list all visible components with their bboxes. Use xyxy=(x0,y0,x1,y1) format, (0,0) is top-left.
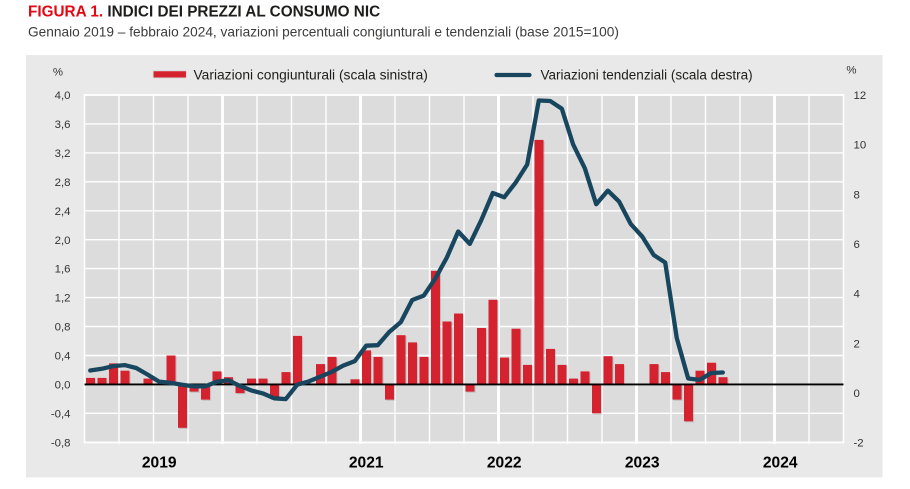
svg-text:2024: 2024 xyxy=(763,455,798,472)
svg-text:Variazioni tendenziali (scala: Variazioni tendenziali (scala destra) xyxy=(541,68,753,83)
svg-text:10: 10 xyxy=(854,140,867,152)
svg-text:3,2: 3,2 xyxy=(55,148,71,160)
svg-text:2023: 2023 xyxy=(625,455,660,472)
svg-text:1,2: 1,2 xyxy=(55,293,71,305)
svg-text:2,0: 2,0 xyxy=(55,235,71,247)
svg-text:4,0: 4,0 xyxy=(55,90,71,102)
svg-text:2019: 2019 xyxy=(142,455,177,472)
svg-text:0: 0 xyxy=(854,388,860,400)
svg-text:2021: 2021 xyxy=(349,455,384,472)
svg-text:0,0: 0,0 xyxy=(55,380,71,392)
svg-text:-2: -2 xyxy=(854,438,864,450)
svg-text:FIGURA 1. INDICI DEI PREZZI AL: FIGURA 1. INDICI DEI PREZZI AL CONSUMO N… xyxy=(28,4,380,21)
svg-text:-0,8: -0,8 xyxy=(51,437,71,449)
svg-text:Variazioni congiunturali (scal: Variazioni congiunturali (scala sinistra… xyxy=(194,68,428,83)
svg-text:0,8: 0,8 xyxy=(55,322,71,334)
svg-text:2,8: 2,8 xyxy=(55,177,71,189)
svg-text:%: % xyxy=(53,67,63,79)
svg-text:4: 4 xyxy=(854,289,860,301)
svg-text:Gennaio 2019 – febbraio 2024,: Gennaio 2019 – febbraio 2024, variazioni… xyxy=(28,25,619,40)
svg-text:2022: 2022 xyxy=(487,455,522,472)
svg-text:12: 12 xyxy=(854,90,867,102)
svg-text:8: 8 xyxy=(854,189,860,201)
svg-text:2,4: 2,4 xyxy=(55,206,71,218)
svg-text:0,4: 0,4 xyxy=(55,351,71,363)
svg-text:-0,4: -0,4 xyxy=(51,408,71,420)
svg-text:%: % xyxy=(846,65,856,77)
svg-text:1,6: 1,6 xyxy=(55,264,71,276)
svg-text:3,6: 3,6 xyxy=(55,119,71,131)
svg-text:2: 2 xyxy=(854,338,860,350)
svg-text:6: 6 xyxy=(854,239,860,251)
